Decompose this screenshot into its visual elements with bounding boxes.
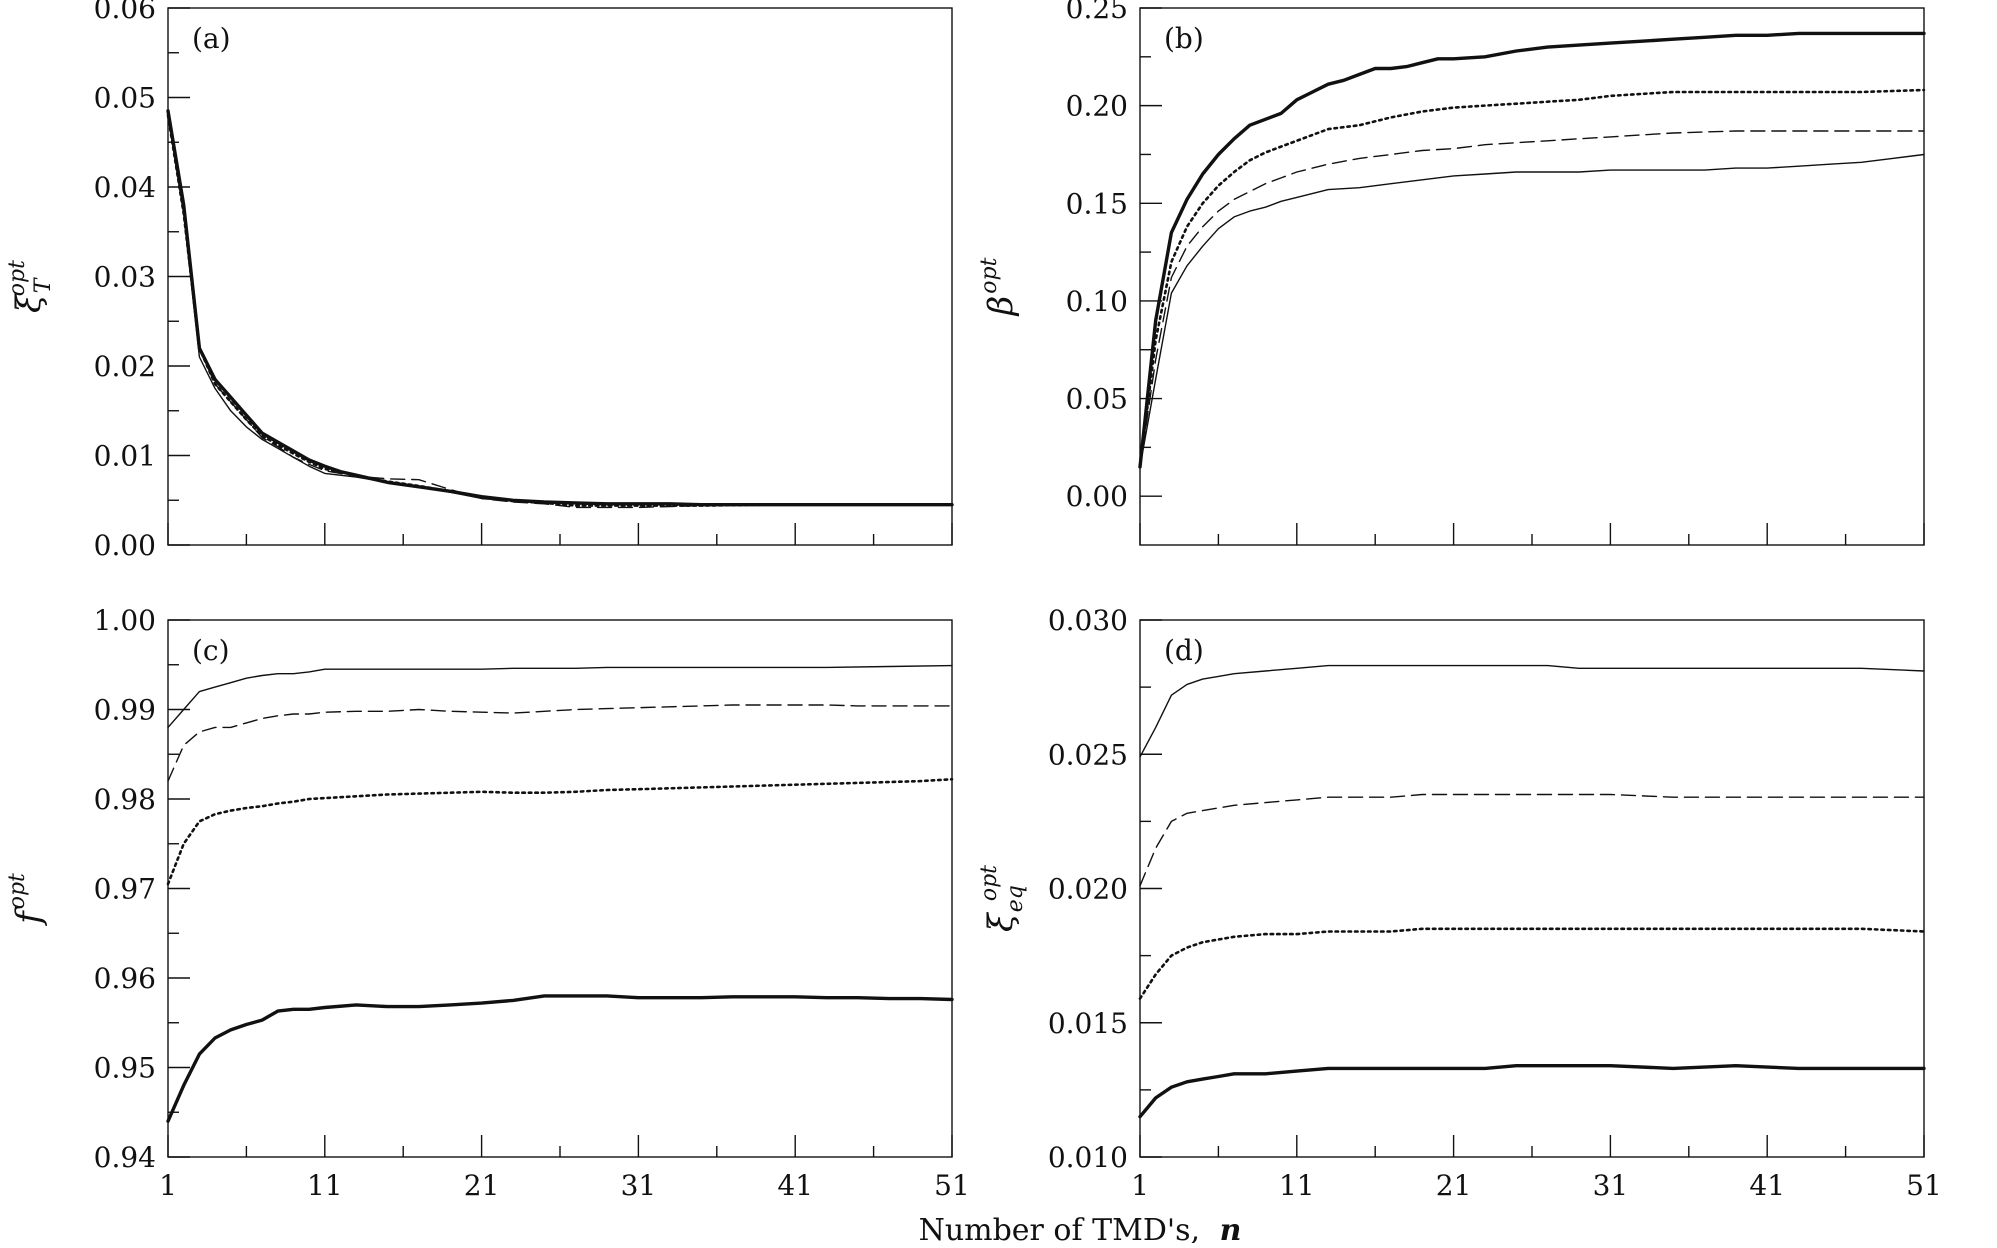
panel-d-y-axis-title-sup: opt bbox=[977, 865, 1002, 901]
panel-d-x-tick-label: 21 bbox=[1436, 1169, 1472, 1202]
panel-a-y-axis-title-base: ξ bbox=[9, 292, 49, 313]
panel-d-x-tick-label: 31 bbox=[1593, 1169, 1629, 1202]
panel-a: 0.00 0.01 0.02 0.03 0.04 0.05 0.06 (a) ξTopt bbox=[5, 0, 954, 562]
panel-c-y-axis-title: fopt bbox=[5, 873, 49, 927]
panel-a-y-axis-title: ξTopt bbox=[5, 260, 56, 313]
panel-d-x-tick-label: 41 bbox=[1749, 1169, 1785, 1202]
panel-d-y-axis-title: ξeqopt bbox=[977, 865, 1028, 932]
panel-a-y-tick-label: 0.02 bbox=[94, 350, 156, 383]
panel-c-x-tick-label: 41 bbox=[777, 1169, 813, 1202]
panel-b-series-thin bbox=[1139, 153, 1925, 468]
panel-c-series-thick bbox=[166, 994, 954, 1123]
panel-b-series-dashed bbox=[1139, 130, 1925, 468]
panel-b: 0.00 0.05 0.10 0.15 0.20 0.25 (b) β opt bbox=[977, 0, 1926, 546]
panel-c-x-tick-label: 51 bbox=[934, 1169, 970, 1202]
panel-b-y-tick-label: 0.05 bbox=[1066, 383, 1128, 416]
panel-d-series-dotted bbox=[1138, 927, 1926, 1000]
panel-a-y-tick-label: 0.00 bbox=[94, 529, 156, 562]
panel-b-series-thick bbox=[1138, 31, 1926, 469]
panel-a-frame bbox=[167, 7, 953, 546]
panel-d-y-tick-label: 0.010 bbox=[1048, 1141, 1128, 1174]
panel-a-y-axis-title-sub: T bbox=[31, 276, 56, 293]
panel-c: 0.940.950.960.970.980.991.001 11 21 31 41 51(… bbox=[5, 604, 970, 1202]
panel-a-series-thin bbox=[167, 114, 953, 506]
panel-c-y-tick-label: 1.00 bbox=[94, 604, 156, 637]
panel-b-y-tick-label: 0.25 bbox=[1066, 0, 1128, 25]
panel-c-y-tick-label: 0.96 bbox=[94, 962, 156, 995]
panel-d-series-thin bbox=[1139, 664, 1925, 758]
panel-a-y-axis-title-sup: opt bbox=[5, 260, 30, 296]
panel-a-y-tick-label: 0.06 bbox=[94, 0, 156, 25]
panel-d-y-axis-title-base: ξ bbox=[981, 911, 1021, 932]
x-axis-title-text: Number of TMD's, bbox=[919, 1213, 1201, 1243]
panel-d-x-tick-label: 51 bbox=[1906, 1169, 1942, 1202]
panel-b-series-dotted bbox=[1138, 88, 1926, 469]
panel-c-y-tick-label: 0.98 bbox=[94, 783, 156, 816]
panel-a-y-tick-label: 0.04 bbox=[94, 171, 156, 204]
x-axis-title-symbol: n bbox=[1220, 1213, 1242, 1243]
panel-c-y-tick-label: 0.94 bbox=[94, 1141, 156, 1174]
panels: 0.000.010.020.030.040.050.06(a)ξTopt0.00… bbox=[5, 0, 1942, 1202]
panel-c-series-dotted bbox=[166, 778, 954, 886]
panel-d-frame bbox=[1139, 619, 1925, 1158]
panel-c-x-tick-label: 21 bbox=[464, 1169, 500, 1202]
panel-c-x-tick-label: 11 bbox=[307, 1169, 343, 1202]
panel-b-y-axis-title: β opt bbox=[977, 257, 1021, 317]
panel-b-y-axis-title-base: β bbox=[981, 296, 1021, 318]
panel-d-y-axis-title-sub: eq bbox=[1003, 885, 1028, 912]
panel-b-label: (b) bbox=[1164, 22, 1204, 55]
panel-a-series-dashed bbox=[167, 114, 953, 509]
panel-d-x-tick-label: 11 bbox=[1279, 1169, 1315, 1202]
panel-c-x-tick-label: 1 bbox=[159, 1169, 177, 1202]
panel-d-x-tick-label: 1 bbox=[1131, 1169, 1149, 1202]
panel-d-label: (d) bbox=[1164, 634, 1204, 667]
panel-a-y-tick-label: 0.03 bbox=[94, 261, 156, 294]
panel-c-y-axis-title-sup: opt bbox=[5, 873, 30, 909]
panel-a-series-thick bbox=[166, 109, 954, 507]
panel-c-x-tick-label: 31 bbox=[621, 1169, 657, 1202]
panel-a-label: (a) bbox=[192, 22, 231, 55]
panel-b-y-axis-title-sup: opt bbox=[977, 257, 1002, 293]
panel-c-series-thin bbox=[167, 664, 953, 729]
panel-b-y-tick-label: 0.10 bbox=[1066, 285, 1128, 318]
panel-d-y-tick-label: 0.020 bbox=[1048, 873, 1128, 906]
panel-d-y-tick-label: 0.015 bbox=[1048, 1007, 1128, 1040]
panel-b-frame bbox=[1139, 7, 1925, 546]
panel-b-y-tick-label: 0.15 bbox=[1066, 187, 1128, 220]
panel-a-y-tick-label: 0.05 bbox=[94, 82, 156, 115]
x-axis-title: Number of TMD's, n bbox=[919, 1213, 1242, 1243]
panel-c-label: (c) bbox=[192, 634, 230, 667]
panel-d-series-dashed bbox=[1139, 793, 1925, 887]
panel-b-y-tick-label: 0.20 bbox=[1066, 90, 1128, 123]
panel-d-series-thick bbox=[1138, 1064, 1926, 1119]
panel-c-y-tick-label: 0.99 bbox=[94, 694, 156, 727]
panel-c-frame bbox=[167, 619, 953, 1158]
panel-c-y-tick-label: 0.97 bbox=[94, 873, 156, 906]
panel-c-y-tick-label: 0.95 bbox=[94, 1052, 156, 1085]
panel-d-y-tick-label: 0.030 bbox=[1048, 604, 1128, 637]
panel-d-y-tick-label: 0.025 bbox=[1048, 738, 1128, 771]
panel-b-y-tick-label: 0.00 bbox=[1066, 480, 1128, 513]
panel-a-y-tick-label: 0.01 bbox=[94, 440, 156, 473]
panel-c-series-dashed bbox=[167, 704, 953, 782]
